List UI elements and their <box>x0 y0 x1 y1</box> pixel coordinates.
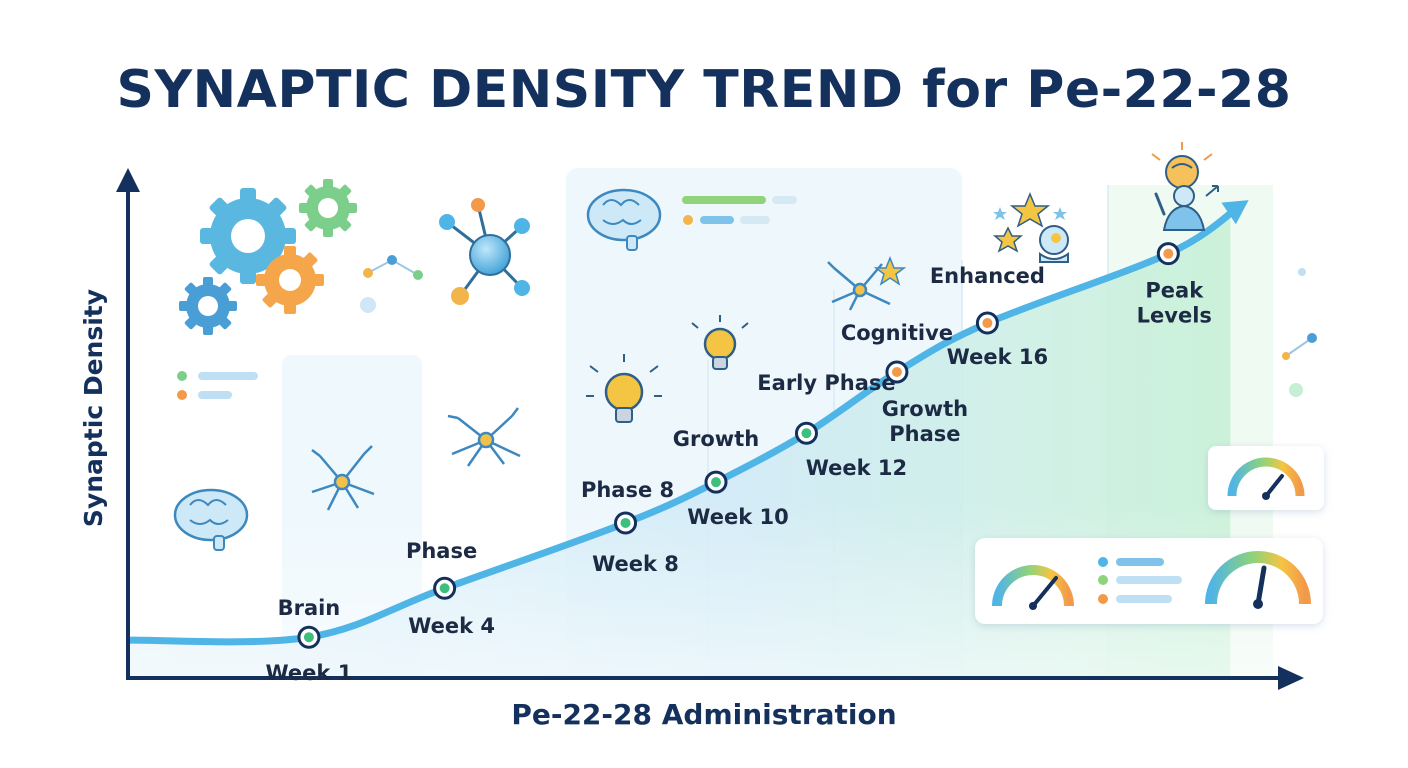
legend-decoration <box>177 196 797 400</box>
tick-label: Week 1 <box>266 661 353 685</box>
data-point-core <box>620 517 631 528</box>
star-icon <box>992 192 1067 253</box>
gauge-card <box>1208 446 1324 510</box>
annotation-label: Brain <box>278 596 341 620</box>
annotation-label: Growth <box>673 427 759 451</box>
tick-label: Peak <box>1145 279 1204 303</box>
x-axis-arrow-icon <box>1278 666 1304 690</box>
annotation-label: Early Phase <box>757 371 895 395</box>
y-axis-label: Synaptic Density <box>79 289 108 527</box>
neuron-icon <box>447 407 521 467</box>
gear-icon <box>179 277 237 335</box>
data-marks: Week 1 Brain Week 4 Phase Week 8 Phase 8 Week … <box>266 242 1212 685</box>
data-point-core <box>982 318 993 329</box>
data-point-core <box>801 428 812 439</box>
star-icon <box>873 255 907 286</box>
lightbulb-icon <box>691 315 749 370</box>
neuron-icon <box>827 261 891 311</box>
chart-title: SYNAPTIC DENSITY TREND for Pe-22-28 <box>116 60 1292 120</box>
person-brain-icon <box>1151 142 1219 231</box>
gear-icon <box>256 246 324 314</box>
annotation-label: Enhanced <box>930 264 1045 288</box>
y-axis-arrow-icon <box>116 168 140 192</box>
tick-label: Week 8 <box>592 552 679 576</box>
annotation-label: Phase 8 <box>581 478 674 502</box>
density-curve <box>126 202 1244 646</box>
tick-label: Growth <box>882 397 968 421</box>
gauge-icon <box>992 565 1074 610</box>
tick-label: Week 10 <box>687 505 788 529</box>
data-point-core <box>1163 248 1174 259</box>
molecule-icon <box>439 198 530 305</box>
connector-icon <box>360 255 423 313</box>
tick-label: Phase <box>889 422 960 446</box>
neuron-icon <box>311 445 375 511</box>
tick-label: Week 12 <box>806 456 907 480</box>
head-brain-icon <box>1039 225 1069 263</box>
tick-label: Levels <box>1137 304 1212 328</box>
brain-icon <box>586 188 662 251</box>
data-point-core <box>711 477 721 488</box>
legend-decoration <box>1098 557 1182 604</box>
data-point-core <box>303 632 314 643</box>
gear-icon <box>200 188 296 284</box>
data-point-core <box>439 583 450 594</box>
tick-label: Week 16 <box>947 345 1048 369</box>
gear-icon <box>299 179 357 237</box>
side-dots <box>1282 268 1317 397</box>
x-axis-label: Pe-22-28 Administration <box>511 698 896 731</box>
gauge-icon <box>1227 457 1305 500</box>
annotation-label: Cognitive <box>841 321 953 345</box>
data-point-core <box>891 367 902 377</box>
annotation-label: Phase <box>406 539 477 563</box>
lightbulb-icon <box>586 354 662 423</box>
gauge-icon <box>1205 551 1311 609</box>
tick-label: Week 4 <box>408 614 495 638</box>
brain-icon <box>173 488 249 551</box>
axes <box>116 168 1304 690</box>
curve-arrowhead <box>1221 200 1249 225</box>
